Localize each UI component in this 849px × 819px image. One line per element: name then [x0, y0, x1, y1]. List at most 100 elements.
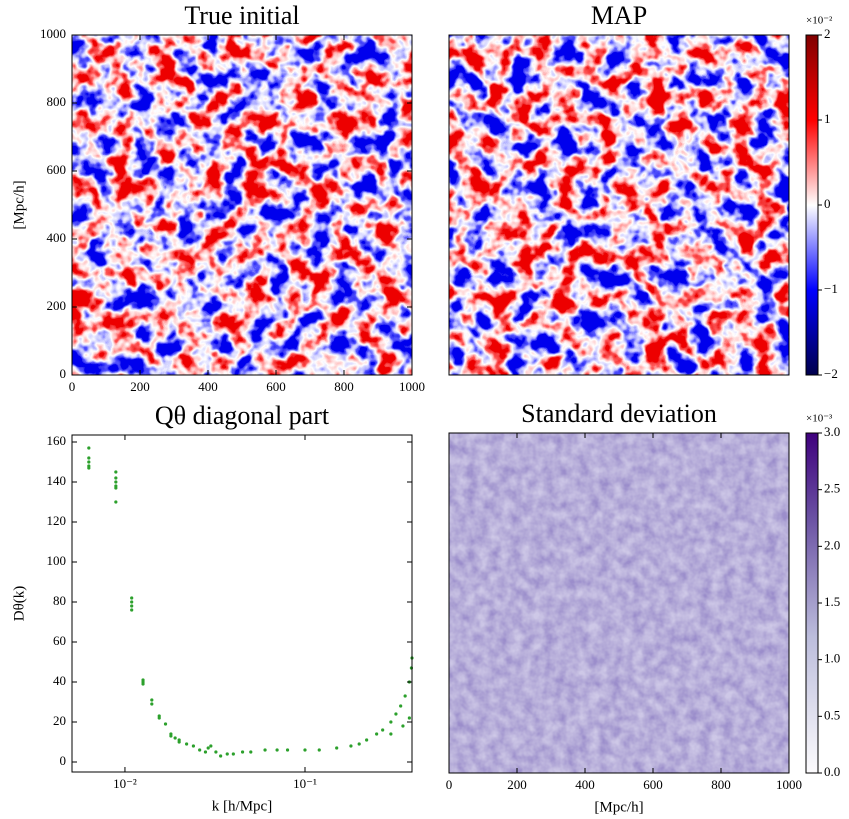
x-tick-label: 10⁻² — [113, 776, 137, 791]
y-tick-label: 600 — [47, 162, 67, 177]
y-tick-label: 120 — [47, 513, 67, 528]
x-tick-label: 600 — [266, 379, 286, 394]
point — [303, 748, 307, 752]
x-tick-label: 800 — [334, 379, 354, 394]
y-tick-label: 60 — [53, 633, 66, 648]
x-tick-label: 0 — [69, 379, 76, 394]
point — [198, 748, 202, 752]
y-tick-label: 200 — [47, 298, 67, 313]
panel-title: Standard deviation — [521, 399, 717, 428]
x-axis-label: k [h/Mpc] — [212, 798, 272, 814]
point — [177, 740, 181, 744]
point — [141, 682, 145, 686]
point — [114, 476, 118, 480]
colorbar-tick-label: 1.0 — [824, 651, 840, 666]
y-tick-label: 100 — [47, 553, 67, 568]
y-tick-label: 20 — [53, 713, 66, 728]
point — [203, 750, 208, 754]
point — [87, 446, 91, 450]
heatmap-field — [449, 433, 789, 773]
frame — [71, 34, 413, 376]
point — [214, 750, 218, 754]
point — [114, 480, 118, 484]
point — [206, 746, 210, 750]
y-tick-label: 800 — [47, 94, 67, 109]
point — [130, 604, 134, 608]
x-tick-label: 200 — [130, 379, 150, 394]
panel-title: MAP — [591, 1, 647, 30]
point — [231, 752, 235, 756]
point — [401, 724, 405, 728]
colorbar-tick-label: 1.5 — [824, 594, 840, 609]
point — [157, 716, 161, 720]
point — [317, 748, 321, 752]
point — [150, 702, 154, 706]
point — [240, 750, 245, 754]
point — [403, 694, 407, 698]
x-tick-label: 200 — [507, 777, 527, 792]
y-axis-label: Dθ(k) — [11, 586, 27, 622]
point — [150, 698, 154, 702]
colorbar-tick-label: 2.5 — [824, 481, 840, 496]
point — [169, 734, 173, 738]
panel-title: Qθ diagonal part — [155, 401, 330, 430]
y-tick-label: 80 — [53, 593, 66, 608]
point — [219, 754, 223, 758]
panel-title: True initial — [184, 1, 299, 30]
y-tick-label: 1000 — [40, 26, 66, 41]
point — [114, 486, 118, 490]
y-tick-label: 0 — [60, 366, 67, 381]
colorbar-tick-label: 0 — [824, 196, 831, 211]
point — [87, 460, 91, 464]
point — [365, 738, 369, 742]
plot-area — [72, 435, 412, 772]
point — [263, 748, 267, 752]
point — [389, 720, 393, 724]
colorbar-tick-label: 0.5 — [824, 707, 840, 722]
point — [185, 742, 189, 746]
point — [381, 728, 385, 732]
point — [275, 748, 279, 752]
frame — [448, 432, 790, 774]
colorbar — [805, 34, 819, 376]
x-tick-label: 1000 — [399, 379, 425, 394]
y-tick-label: 160 — [47, 433, 67, 448]
point — [335, 746, 339, 750]
heatmap-field — [449, 35, 789, 375]
y-tick-label: 140 — [47, 473, 67, 488]
colorbar-tick-label: 3.0 — [824, 424, 840, 439]
point — [130, 600, 134, 604]
point — [407, 716, 411, 720]
point — [399, 704, 403, 708]
point — [285, 748, 290, 752]
colorbar-offset: ×10⁻³ — [806, 413, 833, 425]
x-tick-label: 400 — [198, 379, 218, 394]
x-tick-label: 1000 — [776, 777, 802, 792]
point — [87, 466, 91, 470]
colorbar-tick-label: 0.0 — [824, 764, 840, 779]
x-tick-label: 400 — [575, 777, 595, 792]
x-axis-label: [Mpc/h] — [594, 799, 643, 815]
x-tick-label: 10⁻¹ — [293, 776, 317, 791]
y-tick-label: 40 — [53, 673, 66, 688]
point — [130, 596, 134, 600]
point — [249, 750, 253, 754]
point — [163, 722, 168, 726]
colorbar-offset: ×10⁻² — [806, 15, 833, 27]
frame — [71, 434, 413, 773]
y-axis-label: [Mpc/h] — [11, 180, 27, 229]
point — [357, 742, 361, 746]
point — [87, 456, 91, 460]
y-tick-label: 0 — [60, 753, 67, 768]
x-tick-label: 0 — [446, 777, 453, 792]
frame — [448, 34, 790, 376]
x-tick-label: 600 — [643, 777, 663, 792]
heatmap-field — [72, 35, 412, 375]
point — [225, 752, 229, 756]
point — [409, 666, 414, 670]
point — [375, 732, 379, 736]
colorbar-tick-label: 2 — [824, 26, 831, 41]
point — [349, 744, 353, 748]
point — [173, 736, 177, 740]
